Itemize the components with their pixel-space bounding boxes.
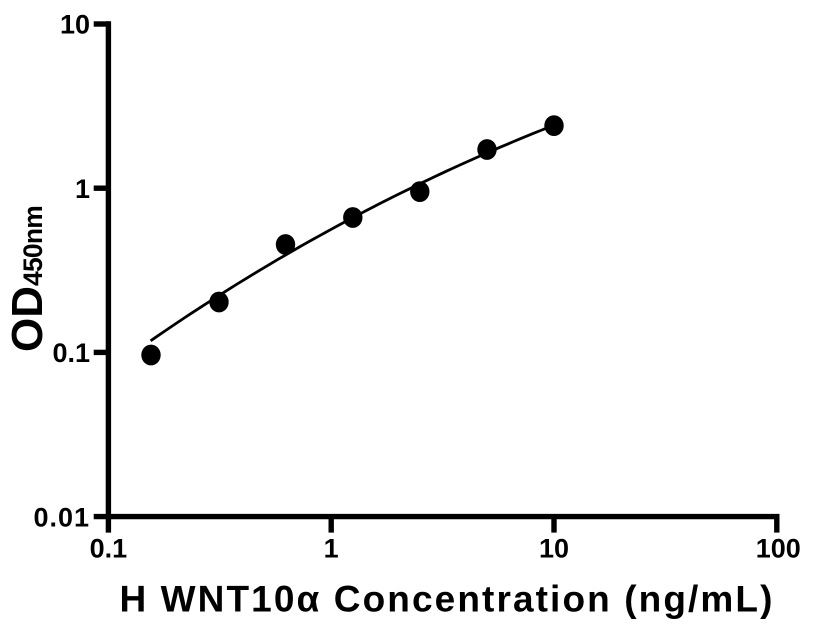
svg-text:0.1: 0.1 [90, 534, 128, 564]
svg-text:10: 10 [539, 534, 569, 564]
svg-text:100: 100 [756, 534, 801, 564]
svg-text:1: 1 [75, 174, 90, 204]
svg-text:H WNT10α Concentration (ng/mL): H WNT10α Concentration (ng/mL) [119, 579, 774, 620]
svg-text:1: 1 [324, 534, 339, 564]
svg-text:OD450nm: OD450nm [3, 206, 52, 352]
svg-text:0.1: 0.1 [52, 338, 90, 368]
svg-text:10: 10 [60, 10, 90, 40]
svg-text:0.01: 0.01 [33, 502, 90, 532]
